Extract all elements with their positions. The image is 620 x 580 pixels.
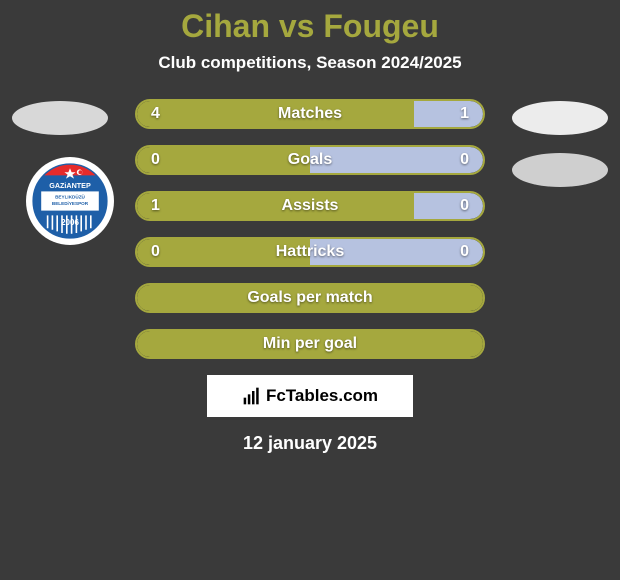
gaziantep-badge-icon: GAZiANTEP BEYLiKDÜZÜ BELEDiYESPOR 2006 xyxy=(30,161,110,241)
date-text: 12 january 2025 xyxy=(0,433,620,454)
stat-row: 00Hattricks xyxy=(135,237,485,267)
stat-row: 10Assists xyxy=(135,191,485,221)
stat-label: Goals per match xyxy=(137,289,483,307)
club-badge-left: GAZiANTEP BEYLiKDÜZÜ BELEDiYESPOR 2006 xyxy=(26,157,114,245)
stat-label: Assists xyxy=(137,197,483,215)
page-title: Cihan vs Fougeu xyxy=(0,0,620,45)
svg-text:BELEDiYESPOR: BELEDiYESPOR xyxy=(52,201,89,206)
svg-text:GAZiANTEP: GAZiANTEP xyxy=(49,181,91,190)
stat-label: Matches xyxy=(137,105,483,123)
subtitle: Club competitions, Season 2024/2025 xyxy=(0,53,620,73)
stat-row: Min per goal xyxy=(135,329,485,359)
svg-text:2006: 2006 xyxy=(61,218,79,227)
fctables-label: FcTables.com xyxy=(266,386,378,406)
player-avatar-right-secondary xyxy=(512,153,608,187)
stat-label: Goals xyxy=(137,151,483,169)
fctables-badge[interactable]: FcTables.com xyxy=(207,375,413,417)
stat-row: 00Goals xyxy=(135,145,485,175)
stats-bars: 41Matches 00Goals 10Assists 00Hattricks Goal… xyxy=(135,99,485,359)
svg-text:BEYLiKDÜZÜ: BEYLiKDÜZÜ xyxy=(55,194,85,200)
player-avatar-right xyxy=(512,101,608,135)
stat-label: Min per goal xyxy=(137,335,483,353)
player-avatar-left xyxy=(12,101,108,135)
fctables-logo-icon xyxy=(242,386,262,406)
stat-row: 41Matches xyxy=(135,99,485,129)
stat-label: Hattricks xyxy=(137,243,483,261)
stat-row: Goals per match xyxy=(135,283,485,313)
